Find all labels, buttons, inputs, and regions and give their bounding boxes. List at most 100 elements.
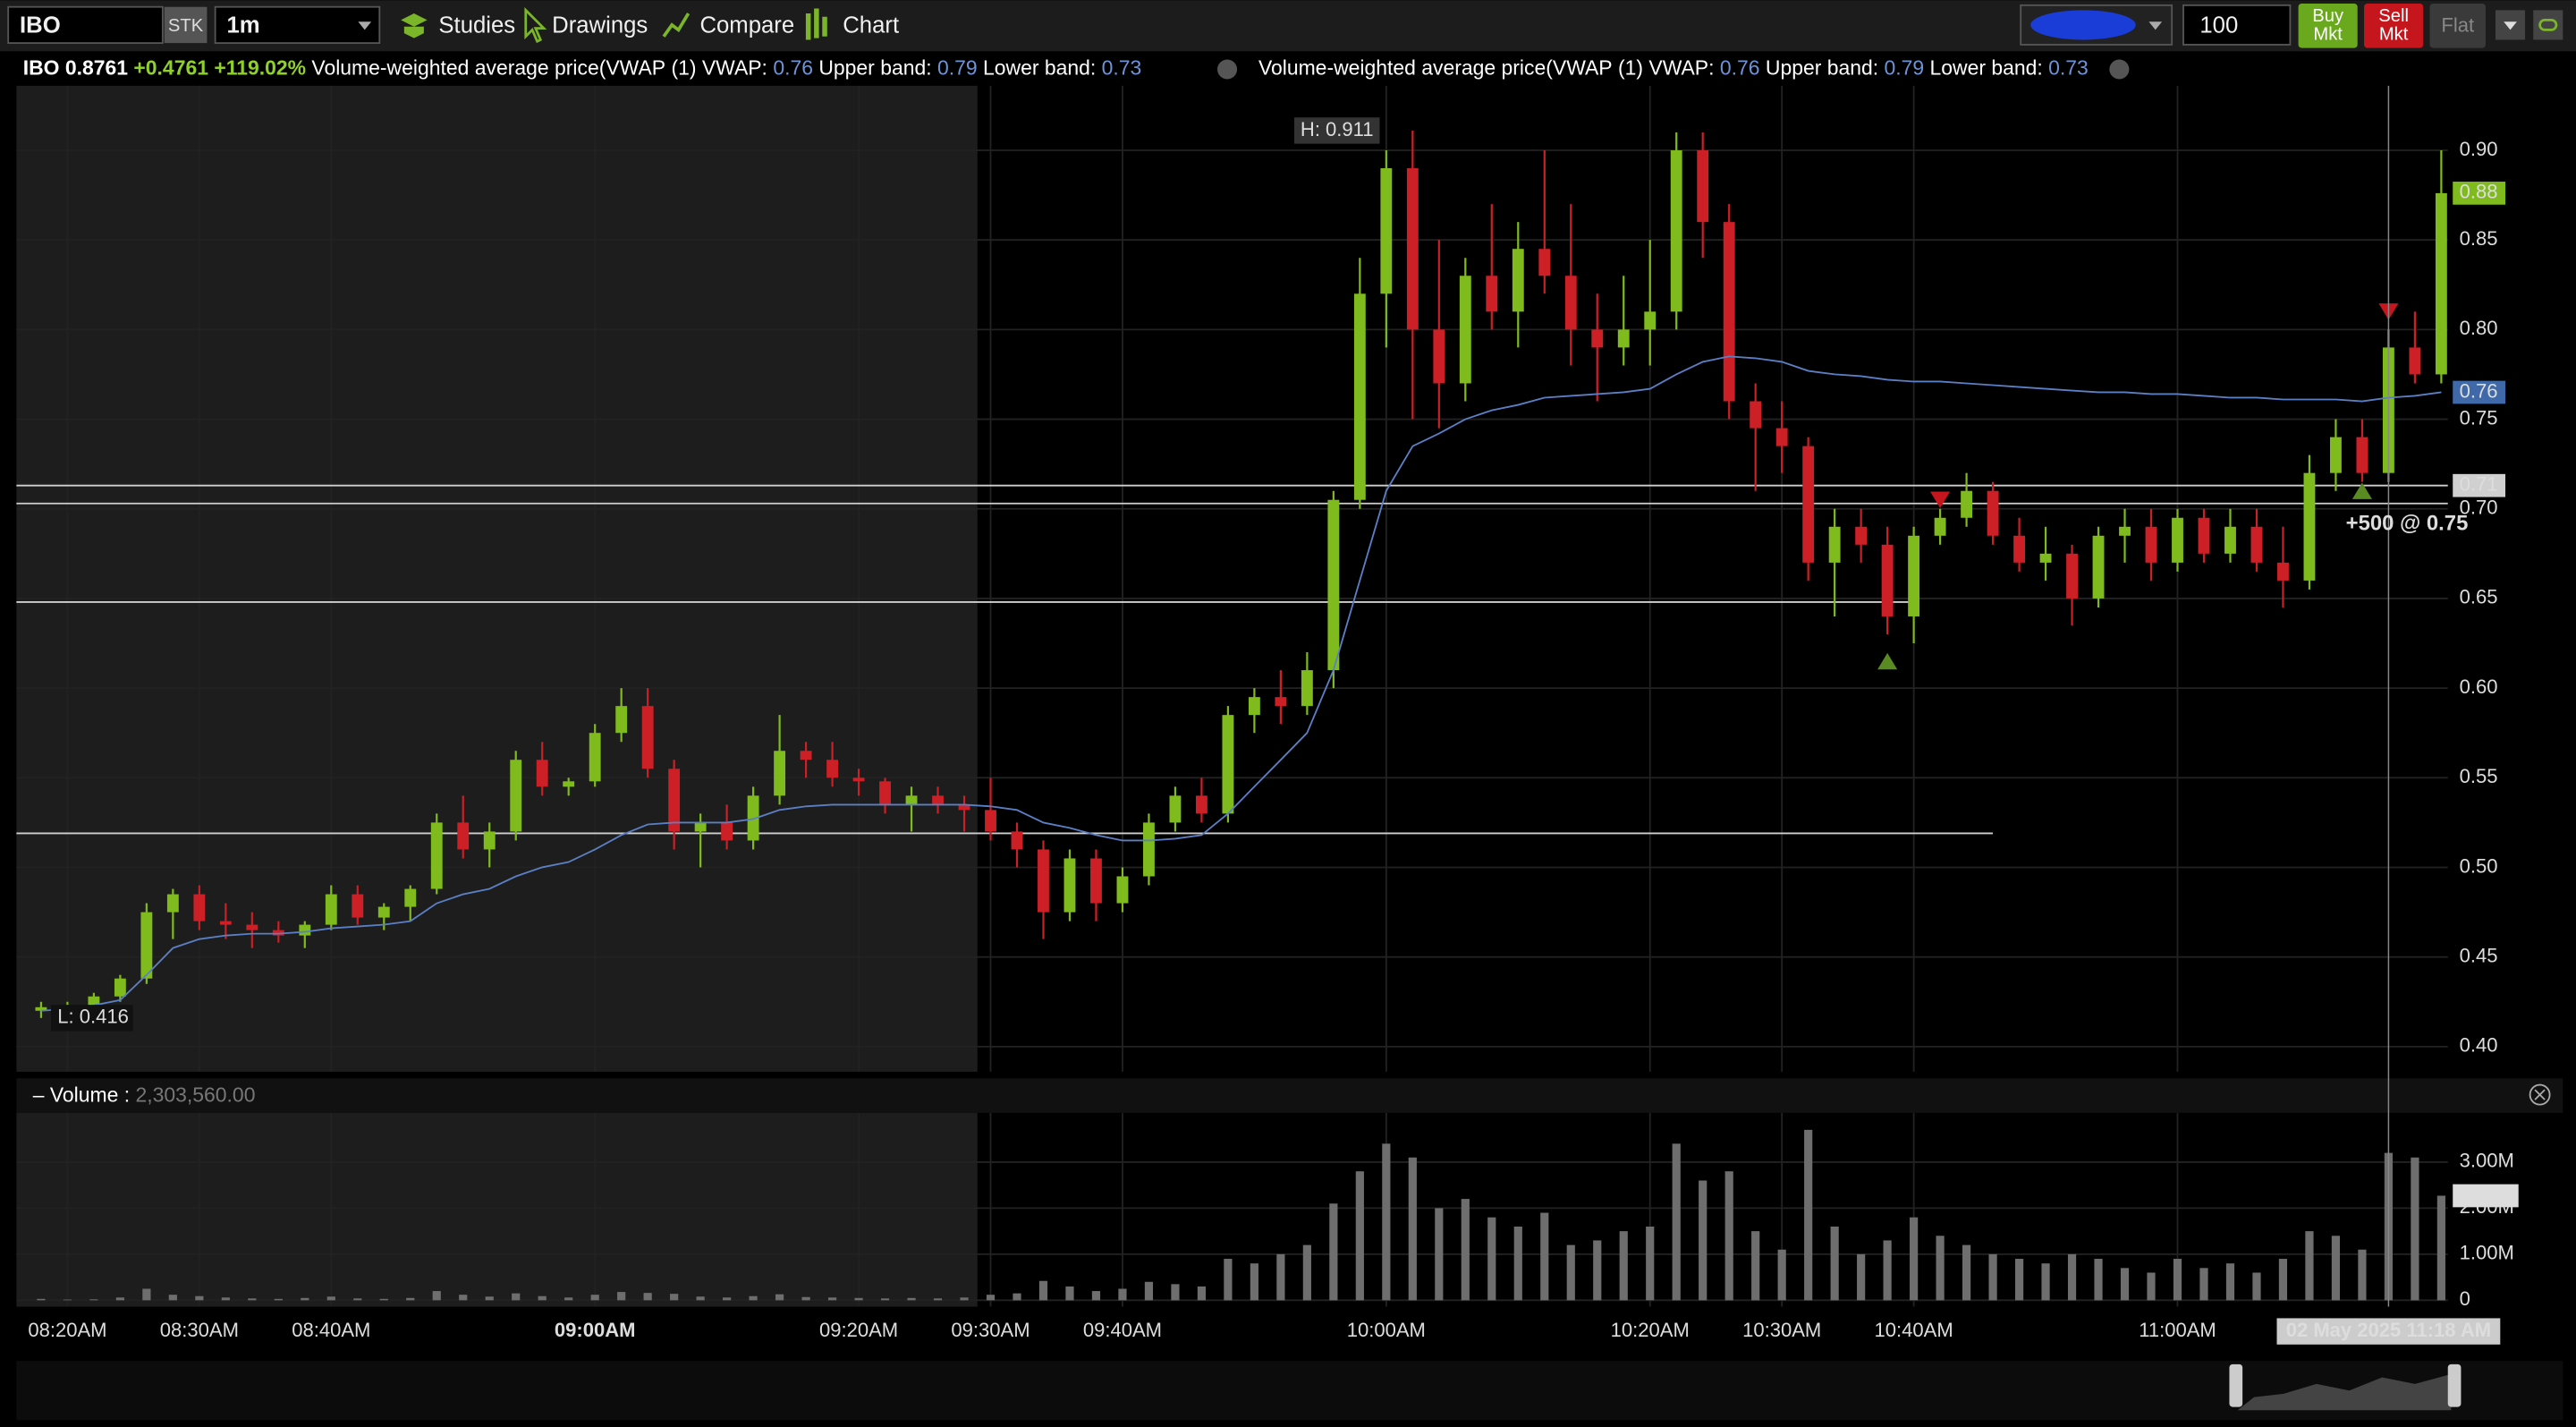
candle-body bbox=[1116, 876, 1129, 904]
volume-bar bbox=[221, 1297, 230, 1301]
remove-study[interactable] bbox=[1217, 59, 1238, 80]
price-tag bbox=[2453, 182, 2506, 205]
redaction bbox=[2030, 10, 2136, 40]
buy-label[interactable]: Buy bbox=[2312, 6, 2344, 26]
volume-bar bbox=[326, 1296, 335, 1301]
link-button[interactable] bbox=[2533, 10, 2563, 40]
vwap-value: 0.76 bbox=[1720, 56, 1760, 80]
vwap-label: VWAP: bbox=[702, 56, 767, 80]
x-tick-label: 10:30AM bbox=[1742, 1319, 1821, 1341]
volume-bar bbox=[1777, 1249, 1786, 1301]
volume-bar bbox=[617, 1292, 626, 1301]
compare-button[interactable]: Compare bbox=[699, 13, 794, 38]
x-tick-label: 09:20AM bbox=[819, 1319, 898, 1341]
navigator-handle[interactable] bbox=[2447, 1363, 2462, 1407]
volume-bar bbox=[2252, 1272, 2261, 1301]
upper-value: 0.79 bbox=[937, 56, 978, 80]
quantity-input[interactable] bbox=[2182, 4, 2292, 46]
dropdown-arrow bbox=[2148, 21, 2163, 30]
x-tick-label: 09:30AM bbox=[951, 1319, 1030, 1341]
volume-bar bbox=[1540, 1212, 1549, 1301]
volume-bar bbox=[1250, 1263, 1258, 1301]
chart-button[interactable]: Chart bbox=[843, 13, 899, 38]
volume-total: 2,303,560.00 bbox=[136, 1083, 256, 1107]
sell-label[interactable]: Mkt bbox=[2379, 24, 2409, 44]
candle-body bbox=[694, 822, 707, 832]
x-tick-label: 10:20AM bbox=[1611, 1319, 1690, 1341]
candle-body bbox=[2145, 526, 2157, 563]
drawings-button[interactable]: Drawings bbox=[552, 13, 648, 38]
candle-body bbox=[2409, 347, 2421, 375]
navigator-preview bbox=[2237, 1373, 2452, 1411]
volume-header bbox=[16, 1078, 2563, 1113]
volume-bar bbox=[1091, 1291, 1101, 1301]
candle-body bbox=[905, 795, 918, 805]
candle-body bbox=[1908, 535, 1920, 616]
navigator bbox=[16, 1361, 2563, 1421]
volume-bar bbox=[1013, 1293, 1021, 1301]
candle-body bbox=[615, 706, 628, 734]
sell-label[interactable]: Sell bbox=[2378, 6, 2409, 26]
symbol[interactable]: IBO bbox=[20, 13, 61, 38]
volume-bar bbox=[37, 1298, 46, 1301]
volume-bar bbox=[353, 1298, 362, 1301]
price-tag bbox=[2453, 380, 2506, 404]
candle-body bbox=[826, 760, 839, 778]
volume-bar bbox=[1988, 1253, 1997, 1301]
candle-body bbox=[2119, 526, 2131, 536]
volume-bar bbox=[1355, 1171, 1364, 1301]
volume-bar bbox=[590, 1295, 599, 1301]
volume-tag bbox=[2453, 1184, 2519, 1208]
volume-bar bbox=[2331, 1236, 2341, 1301]
candle-body bbox=[430, 822, 443, 889]
volume-bar bbox=[801, 1296, 810, 1301]
buy-marker bbox=[1877, 652, 1898, 670]
volume-bar bbox=[2199, 1268, 2208, 1301]
flat-label[interactable]: Flat bbox=[2441, 14, 2474, 37]
volume-bar bbox=[2147, 1272, 2156, 1301]
studies-button[interactable]: Studies bbox=[438, 13, 515, 38]
x-tick-label: 08:30AM bbox=[160, 1319, 239, 1341]
volume-bar bbox=[89, 1299, 98, 1301]
premarket-shade bbox=[16, 1112, 978, 1307]
candle-body bbox=[774, 751, 786, 796]
candle-body bbox=[2013, 535, 2025, 563]
candle-body bbox=[1143, 822, 1155, 877]
remove-study[interactable] bbox=[2109, 59, 2130, 80]
candle-body bbox=[1775, 428, 1788, 446]
y-tick-label: 0.55 bbox=[2460, 765, 2498, 787]
candle-body bbox=[641, 706, 654, 769]
candle-body bbox=[246, 924, 258, 930]
volume-bar bbox=[933, 1298, 943, 1301]
volume-bar bbox=[2120, 1268, 2130, 1301]
legend: Volume-weighted average price(VWAP (1) V… bbox=[1258, 56, 2089, 80]
buy-label[interactable]: Mkt bbox=[2313, 24, 2343, 44]
candle-body bbox=[1564, 276, 1577, 330]
volume-bar bbox=[512, 1293, 521, 1301]
navigator-handle[interactable] bbox=[2229, 1363, 2243, 1407]
study-name: Volume-weighted average price(VWAP bbox=[1258, 56, 1613, 80]
interval-select[interactable] bbox=[214, 5, 381, 45]
symbol-input[interactable] bbox=[7, 5, 164, 45]
candle-body bbox=[1169, 795, 1182, 823]
quantity[interactable]: 100 bbox=[2199, 13, 2238, 38]
volume-tag-label: 2.27M bbox=[2460, 1183, 2514, 1205]
volume-bar bbox=[986, 1295, 996, 1301]
buy-button[interactable] bbox=[2298, 4, 2358, 48]
y-tick-label: 0.75 bbox=[2460, 406, 2498, 429]
close-volume[interactable] bbox=[2529, 1083, 2551, 1106]
interval[interactable]: 1m bbox=[226, 13, 259, 38]
candle-body bbox=[668, 769, 681, 832]
candle-body bbox=[2066, 553, 2078, 599]
upper-value: 0.79 bbox=[1885, 56, 1925, 80]
volume-bar bbox=[854, 1297, 863, 1301]
dropdown-arrow bbox=[358, 21, 372, 30]
upper-label: Upper band: bbox=[1766, 56, 1878, 80]
price-tag-label: 0.88 bbox=[2460, 181, 2498, 203]
candle-body bbox=[2356, 437, 2368, 473]
sell-button[interactable] bbox=[2364, 4, 2424, 48]
volume-bar bbox=[1724, 1171, 1733, 1301]
volume-bar bbox=[2305, 1231, 2314, 1301]
flat-button[interactable] bbox=[2429, 4, 2486, 48]
